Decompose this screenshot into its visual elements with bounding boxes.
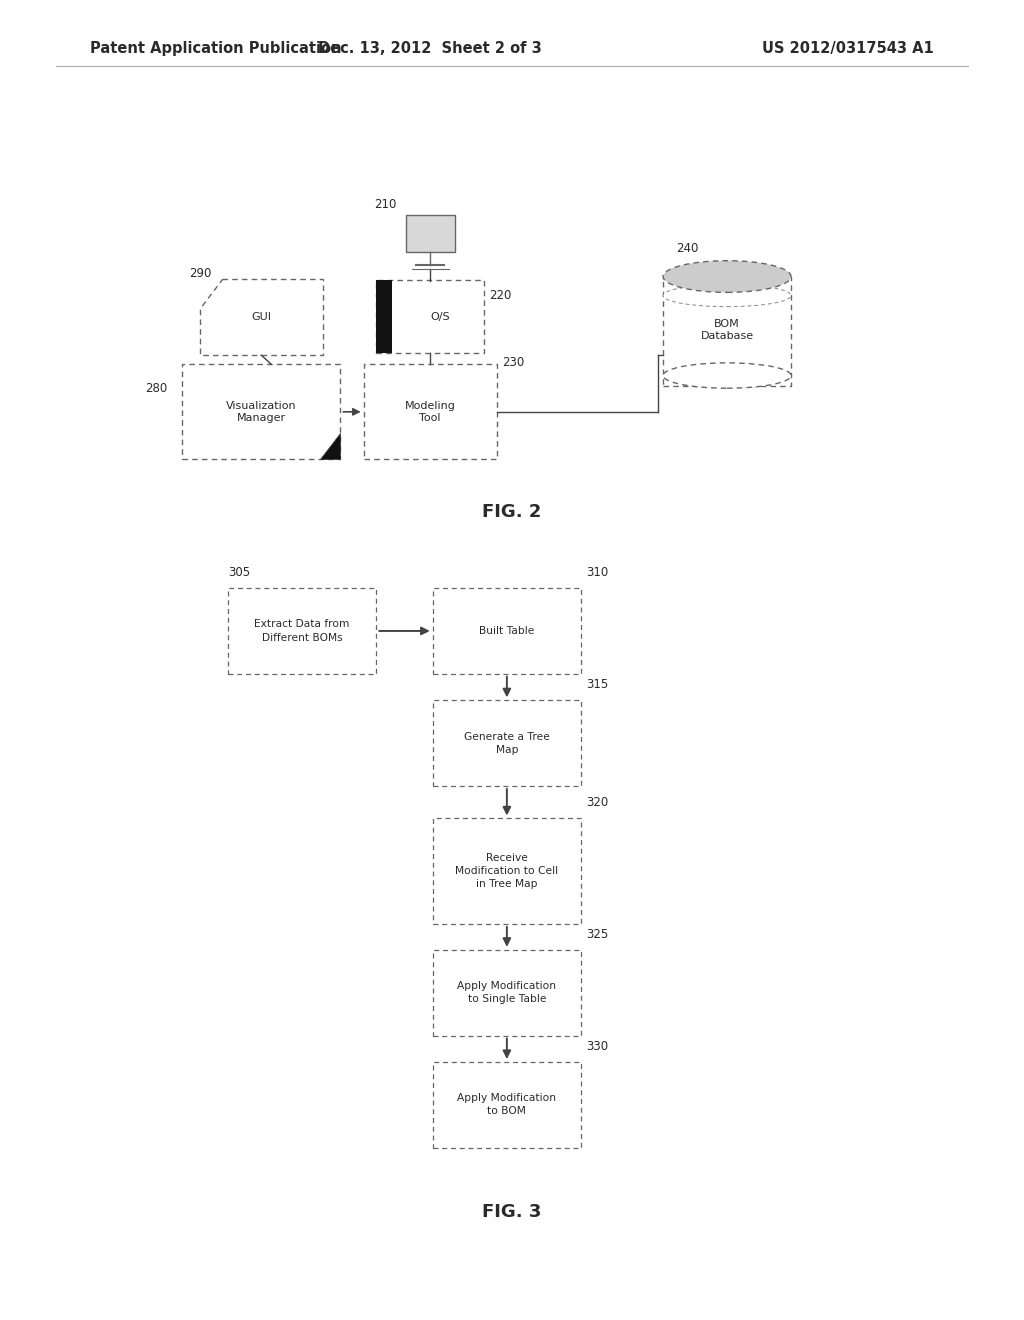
- Text: Built Table: Built Table: [479, 626, 535, 636]
- Text: Apply Modification
to BOM: Apply Modification to BOM: [458, 1093, 556, 1117]
- Text: FIG. 3: FIG. 3: [482, 1203, 542, 1221]
- Bar: [227, 589, 376, 673]
- Text: Extract Data from
Different BOMs: Extract Data from Different BOMs: [254, 619, 350, 643]
- Text: 330: 330: [586, 1040, 608, 1053]
- Bar: [432, 950, 582, 1035]
- Text: 290: 290: [189, 267, 212, 280]
- Bar: [432, 818, 582, 924]
- Bar: [406, 215, 455, 252]
- Text: 325: 325: [586, 928, 608, 940]
- Text: Visualization
Manager: Visualization Manager: [226, 401, 296, 422]
- Bar: [377, 280, 391, 352]
- Bar: [182, 364, 340, 459]
- Polygon shape: [319, 433, 340, 459]
- Polygon shape: [200, 279, 323, 355]
- Ellipse shape: [664, 363, 791, 388]
- Text: 320: 320: [586, 796, 608, 809]
- Text: 305: 305: [227, 566, 250, 578]
- Text: 315: 315: [586, 678, 608, 692]
- Text: O/S: O/S: [430, 312, 451, 322]
- Text: Receive
Modification to Cell
in Tree Map: Receive Modification to Cell in Tree Map: [456, 853, 558, 890]
- Text: Dec. 13, 2012  Sheet 2 of 3: Dec. 13, 2012 Sheet 2 of 3: [318, 41, 542, 57]
- Ellipse shape: [664, 261, 791, 293]
- Ellipse shape: [664, 285, 791, 306]
- Text: 210: 210: [374, 198, 396, 211]
- Text: Apply Modification
to Single Table: Apply Modification to Single Table: [458, 981, 556, 1005]
- Bar: [664, 277, 791, 385]
- Bar: [432, 701, 582, 787]
- Bar: [432, 589, 582, 673]
- Text: BOM
Database: BOM Database: [700, 319, 754, 341]
- Text: 280: 280: [144, 381, 167, 395]
- Text: GUI: GUI: [251, 312, 271, 322]
- Text: 240: 240: [676, 242, 698, 255]
- Text: FIG. 2: FIG. 2: [482, 503, 542, 521]
- Text: US 2012/0317543 A1: US 2012/0317543 A1: [762, 41, 934, 57]
- Bar: [377, 280, 483, 352]
- Text: 220: 220: [489, 289, 512, 302]
- Bar: [432, 1061, 582, 1147]
- Text: 310: 310: [586, 566, 608, 578]
- Text: Modeling
Tool: Modeling Tool: [404, 401, 456, 422]
- Text: Patent Application Publication: Patent Application Publication: [90, 41, 342, 57]
- Bar: [364, 364, 497, 459]
- Text: 230: 230: [502, 356, 524, 370]
- Text: Generate a Tree
Map: Generate a Tree Map: [464, 731, 550, 755]
